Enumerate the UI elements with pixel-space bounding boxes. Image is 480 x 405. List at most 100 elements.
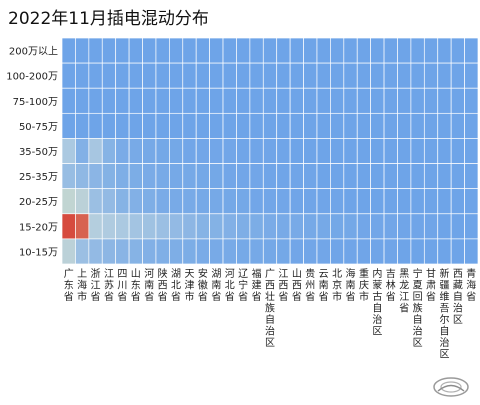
heatmap-cell: [343, 62, 358, 89]
heatmap-cell: [423, 213, 439, 240]
heatmap-cell: [303, 213, 318, 240]
heatmap-cell: [101, 188, 117, 215]
heatmap-cell: [397, 62, 412, 89]
heatmap-cell: [61, 213, 76, 240]
y-tick-label: 10-15万: [19, 247, 58, 258]
heatmap-cell: [262, 87, 278, 114]
x-tick-label: 西藏自治区: [453, 269, 463, 326]
heatmap-cell: [437, 213, 452, 240]
heatmap-cell: [155, 62, 170, 89]
heatmap-cell: [128, 238, 143, 265]
heatmap-cell: [155, 112, 170, 139]
heatmap-cell: [169, 238, 184, 265]
heatmap-cell: [450, 112, 465, 139]
x-tick-label: 新疆维吾尔自治区: [439, 267, 449, 361]
heatmap-cell: [169, 37, 184, 64]
heatmap-cell: [128, 188, 143, 215]
heatmap-cell: [182, 188, 197, 215]
heatmap-cell: [75, 163, 90, 190]
heatmap-cell: [343, 138, 358, 164]
heatmap-cell: [397, 188, 412, 215]
heatmap-cell: [316, 37, 331, 64]
heatmap-cell: [128, 87, 143, 114]
x-tick-label: 江苏省: [104, 268, 114, 303]
heatmap-cell: [155, 37, 170, 64]
heatmap-cell: [142, 112, 157, 139]
heatmap-cell: [303, 112, 318, 139]
heatmap-cell: [397, 37, 412, 64]
heatmap-cell: [356, 112, 372, 139]
heatmap-cell: [330, 138, 345, 164]
heatmap-cell: [169, 112, 184, 139]
heatmap-cell: [61, 112, 76, 139]
heatmap-cell: [195, 163, 210, 190]
x-axis-labels: 广东省上海市浙江省江苏省四川省山东省河南省陕西省湖北省天津市安徽省湖南省河北省辽…: [64, 267, 477, 361]
heatmap-cell: [303, 138, 318, 164]
heatmap-cell: [450, 213, 465, 240]
heatmap-cell: [88, 213, 103, 240]
heatmap-cell: [410, 163, 425, 190]
heatmap-cell: [262, 138, 278, 164]
heatmap-cell: [383, 238, 398, 265]
heatmap-cell: [61, 238, 76, 265]
heatmap-cell: [61, 62, 76, 89]
heatmap-cell: [437, 37, 452, 64]
heatmap-cell: [383, 138, 398, 164]
x-tick-label: 河北省: [225, 268, 235, 303]
x-tick-label: 甘肃省: [426, 267, 436, 303]
heatmap-cell: [169, 62, 184, 89]
heatmap-cell: [249, 87, 264, 114]
heatmap-cell: [410, 112, 425, 139]
heatmap-cell: [182, 37, 197, 64]
heatmap-cell: [343, 188, 358, 215]
heatmap-cell: [142, 213, 157, 240]
x-tick-label: 云南省: [319, 269, 329, 303]
heatmap-cell: [88, 87, 103, 114]
heatmap-cell: [222, 213, 237, 240]
heatmap-cell: [437, 62, 452, 89]
x-tick-label: 安徽省: [198, 267, 208, 303]
heatmap-cell: [464, 163, 479, 190]
heatmap-cell: [209, 163, 224, 190]
heatmap-cell: [303, 238, 318, 265]
heatmap-cell: [343, 213, 358, 240]
heatmap-cell: [101, 87, 117, 114]
heatmap-cell: [276, 188, 291, 215]
heatmap-cell: [450, 238, 465, 265]
heatmap-cell: [75, 238, 90, 265]
heatmap-cell: [383, 62, 398, 89]
y-tick-label: 25-35万: [19, 172, 58, 183]
heatmap-cell: [128, 138, 143, 164]
heatmap-cell: [88, 37, 103, 64]
heatmap-cell: [289, 87, 304, 114]
heatmap-cell: [437, 138, 452, 164]
heatmap-cell: [262, 62, 278, 89]
heatmap-cell: [115, 188, 130, 215]
heatmap-cell: [464, 87, 479, 114]
heatmap-cell: [330, 62, 345, 89]
heatmap-cell: [356, 238, 372, 265]
y-tick-label: 50-75万: [19, 122, 58, 133]
heatmap-cell: [101, 138, 117, 164]
heatmap-cell: [383, 112, 398, 139]
heatmap-cell: [128, 213, 143, 240]
heatmap-cell: [209, 238, 224, 265]
x-tick-label: 河南省: [144, 268, 154, 303]
heatmap-cell: [370, 62, 385, 89]
heatmap-cell: [343, 112, 358, 139]
x-tick-label: 福建省: [252, 267, 262, 303]
heatmap-cell: [303, 37, 318, 64]
heatmap-cell: [61, 37, 76, 64]
heatmap-cell: [115, 238, 130, 265]
heatmap-cell: [222, 188, 237, 215]
heatmap-cells: [61, 37, 479, 265]
heatmap-cell: [410, 138, 425, 164]
heatmap-cell: [276, 62, 291, 89]
heatmap-cell: [249, 238, 264, 265]
heatmap-cell: [276, 213, 291, 240]
heatmap-cell: [316, 163, 331, 190]
heatmap-cell: [236, 37, 251, 64]
heatmap-cell: [249, 112, 264, 139]
heatmap-cell: [222, 238, 237, 265]
heatmap-cell: [423, 87, 439, 114]
